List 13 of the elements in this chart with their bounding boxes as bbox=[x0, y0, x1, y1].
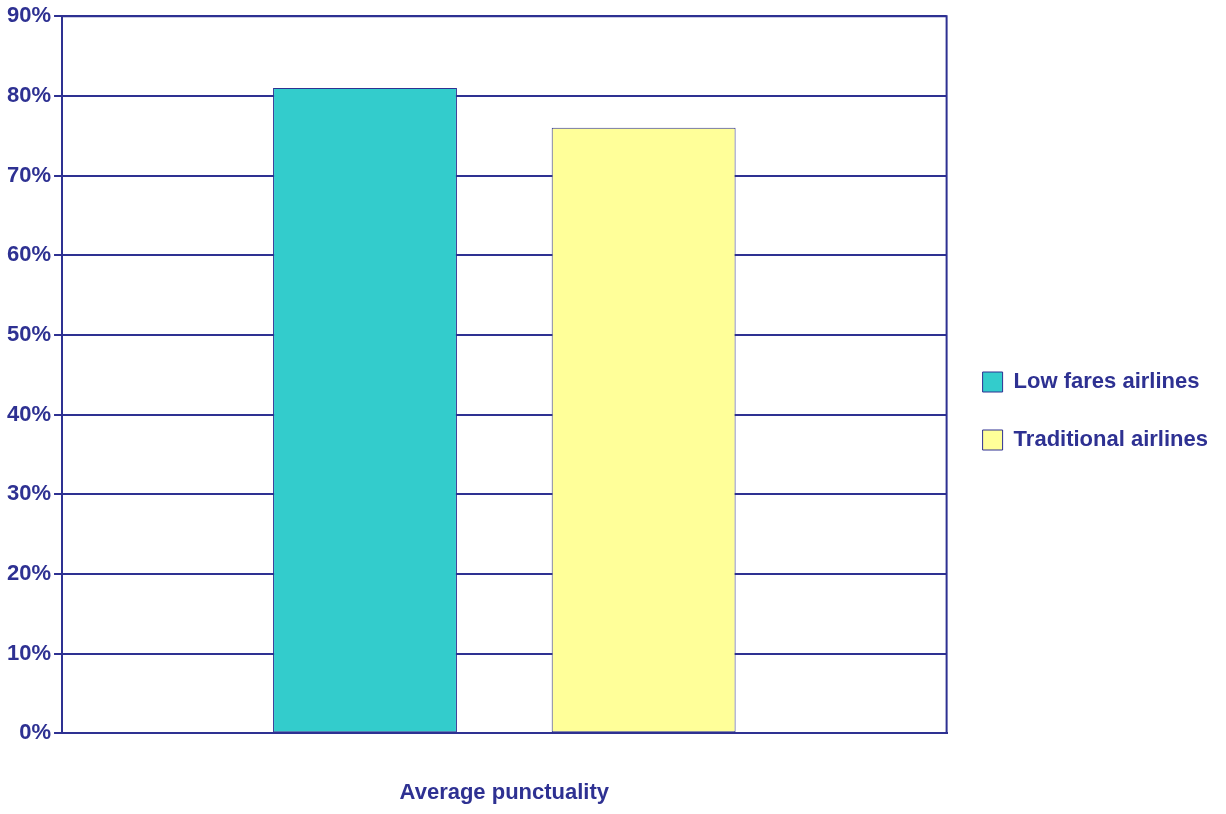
y-tick-label: 80% bbox=[6, 81, 52, 107]
y-tick-label: 90% bbox=[6, 2, 52, 28]
y-tick-label: 40% bbox=[6, 400, 52, 426]
legend-label: Traditional airlines bbox=[1013, 426, 1208, 452]
y-tick-label: 0% bbox=[19, 719, 52, 745]
y-tick-label: 20% bbox=[6, 559, 52, 585]
y-tick-label: 50% bbox=[6, 320, 52, 346]
y-tick-label: 30% bbox=[6, 480, 52, 506]
y-tick-label: 10% bbox=[6, 639, 52, 665]
x-axis-title: Average punctuality bbox=[399, 778, 610, 804]
y-tick-label: 70% bbox=[6, 161, 52, 187]
legend-label: Low fares airlines bbox=[1013, 368, 1200, 394]
y-tick-label: 60% bbox=[6, 241, 52, 267]
